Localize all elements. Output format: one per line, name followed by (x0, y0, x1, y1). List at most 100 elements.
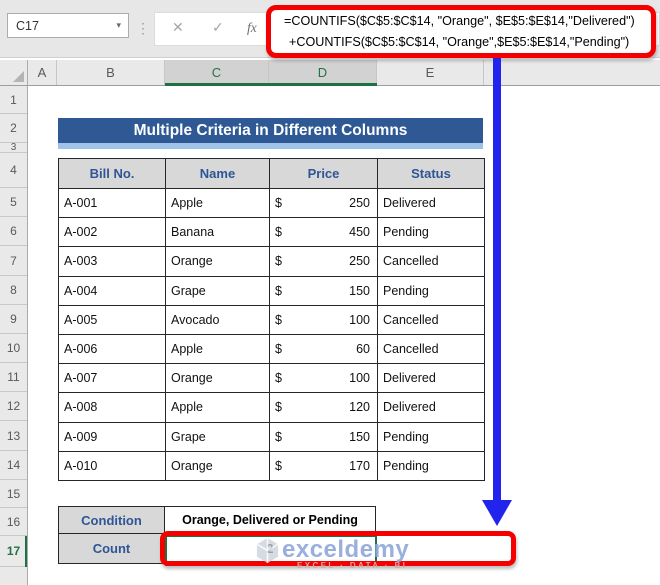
row-header-4[interactable]: 4 (0, 153, 27, 188)
table-row: A-009 Grape $150 Pending (58, 421, 485, 452)
cell-name[interactable]: Banana (165, 217, 270, 248)
insert-function-icon[interactable]: fx (247, 20, 257, 35)
cell-status[interactable]: Cancelled (377, 304, 485, 335)
table-row: A-008 Apple $120 Delivered (58, 392, 485, 423)
cell-bill[interactable]: A-005 (58, 304, 166, 335)
cell-status[interactable]: Pending (377, 450, 485, 481)
cell-status[interactable]: Pending (377, 217, 485, 248)
row-header-17[interactable]: 17 (0, 536, 27, 567)
cell-price[interactable]: $250 (269, 187, 378, 219)
cell-price[interactable]: $100 (269, 363, 378, 394)
table-row: A-010 Orange $170 Pending (58, 450, 485, 481)
cell-bill[interactable]: A-001 (58, 187, 166, 219)
column-header-d[interactable]: D (269, 60, 377, 85)
cell-name[interactable]: Orange (165, 450, 270, 481)
row-header-2[interactable]: 2 (0, 114, 27, 143)
row-header-11[interactable]: 11 (0, 363, 27, 392)
currency-symbol: $ (275, 400, 282, 415)
cell-bill[interactable]: A-004 (58, 275, 166, 306)
column-header-b[interactable]: B (57, 60, 165, 85)
cell-name[interactable]: Orange (165, 363, 270, 394)
row-header-3[interactable]: 3 (0, 143, 27, 153)
cell-name[interactable]: Grape (165, 275, 270, 306)
title-banner[interactable]: Multiple Criteria in Different Columns (58, 118, 483, 143)
condition-value-cell[interactable]: Orange, Delivered or Pending (164, 506, 376, 534)
column-header-e[interactable]: E (377, 60, 484, 85)
header-status[interactable]: Status (377, 158, 485, 189)
row-header-1[interactable]: 1 (0, 86, 27, 114)
enter-icon[interactable]: ✓ (212, 19, 224, 35)
selected-row-bar (0, 536, 27, 567)
column-header-a[interactable]: A (28, 60, 57, 85)
cell-status[interactable]: Cancelled (377, 333, 485, 365)
formula-annotation-box[interactable]: =COUNTIFS($C$5:$C$14, "Orange", $E$5:$E$… (266, 5, 656, 58)
cell-name[interactable]: Apple (165, 333, 270, 365)
cell-price[interactable]: $150 (269, 275, 378, 306)
cell-name[interactable]: Apple (165, 392, 270, 423)
price-value: 250 (349, 254, 370, 269)
row-header-16[interactable]: 16 (0, 508, 27, 536)
chevron-down-icon[interactable]: ▾ (116, 20, 121, 30)
row-header-12[interactable]: 12 (0, 392, 27, 421)
name-box[interactable]: C17 ▾ (7, 13, 129, 38)
row-header-6[interactable]: 6 (0, 217, 27, 246)
cell-status[interactable]: Delivered (377, 392, 485, 423)
currency-symbol: $ (275, 225, 282, 240)
row-header-7[interactable]: 7 (0, 246, 27, 276)
currency-symbol: $ (275, 196, 282, 211)
cell-status[interactable]: Pending (377, 275, 485, 306)
formula-line-2[interactable]: +COUNTIFS($C$5:$C$14, "Orange",$E$5:$E$1… (289, 34, 630, 49)
row-header-5[interactable]: 5 (0, 188, 27, 217)
watermark-tagline: EXCEL · DATA · BI (297, 561, 408, 570)
cell-name[interactable]: Grape (165, 421, 270, 452)
price-value: 150 (349, 429, 370, 444)
price-value: 120 (349, 400, 370, 415)
cell-status[interactable]: Cancelled (377, 246, 485, 277)
cancel-icon[interactable]: ✕ (172, 19, 184, 35)
cell-price[interactable]: $250 (269, 246, 378, 277)
name-box-value: C17 (16, 18, 39, 33)
row-header-13[interactable]: 13 (0, 421, 27, 451)
row-header-10[interactable]: 10 (0, 334, 27, 363)
cell-bill[interactable]: A-010 (58, 450, 166, 481)
watermark: exceldemy (256, 536, 409, 564)
column-header-c[interactable]: C (165, 60, 269, 85)
cell-status[interactable]: Delivered (377, 187, 485, 219)
cell-bill[interactable]: A-008 (58, 392, 166, 423)
cell-price[interactable]: $450 (269, 217, 378, 248)
cell-name[interactable]: Apple (165, 187, 270, 219)
header-price[interactable]: Price (269, 158, 378, 189)
currency-symbol: $ (275, 371, 282, 386)
formula-line-1[interactable]: =COUNTIFS($C$5:$C$14, "Orange", $E$5:$E$… (284, 14, 635, 28)
cell-status[interactable]: Pending (377, 421, 485, 452)
cell-status[interactable]: Delivered (377, 363, 485, 394)
count-label-cell[interactable]: Count (58, 533, 165, 564)
cell-name[interactable]: Orange (165, 246, 270, 277)
row-header-14[interactable]: 14 (0, 451, 27, 480)
table-row: A-007 Orange $100 Delivered (58, 363, 485, 394)
select-all-icon[interactable] (0, 60, 28, 85)
table-row: A-001 Apple $250 Delivered (58, 187, 485, 219)
row-header-8[interactable]: 8 (0, 276, 27, 305)
cell-price[interactable]: $120 (269, 392, 378, 423)
cell-price[interactable]: $150 (269, 421, 378, 452)
cell-price[interactable]: $60 (269, 333, 378, 365)
price-value: 60 (356, 342, 370, 357)
cell-price[interactable]: $170 (269, 450, 378, 481)
cell-name[interactable]: Avocado (165, 304, 270, 335)
row-header-15[interactable]: 15 (0, 480, 27, 508)
currency-symbol: $ (275, 342, 282, 357)
cell-bill[interactable]: A-007 (58, 363, 166, 394)
header-name[interactable]: Name (165, 158, 270, 189)
cell-bill[interactable]: A-009 (58, 421, 166, 452)
cell-bill[interactable]: A-002 (58, 217, 166, 248)
header-bill-no[interactable]: Bill No. (58, 158, 166, 189)
cell-bill[interactable]: A-003 (58, 246, 166, 277)
cell-bill[interactable]: A-006 (58, 333, 166, 365)
cell-price[interactable]: $100 (269, 304, 378, 335)
row-header-9[interactable]: 9 (0, 305, 27, 334)
currency-symbol: $ (275, 458, 282, 473)
condition-label-cell[interactable]: Condition (58, 506, 165, 534)
table-header-row: Bill No. Name Price Status (58, 158, 485, 189)
